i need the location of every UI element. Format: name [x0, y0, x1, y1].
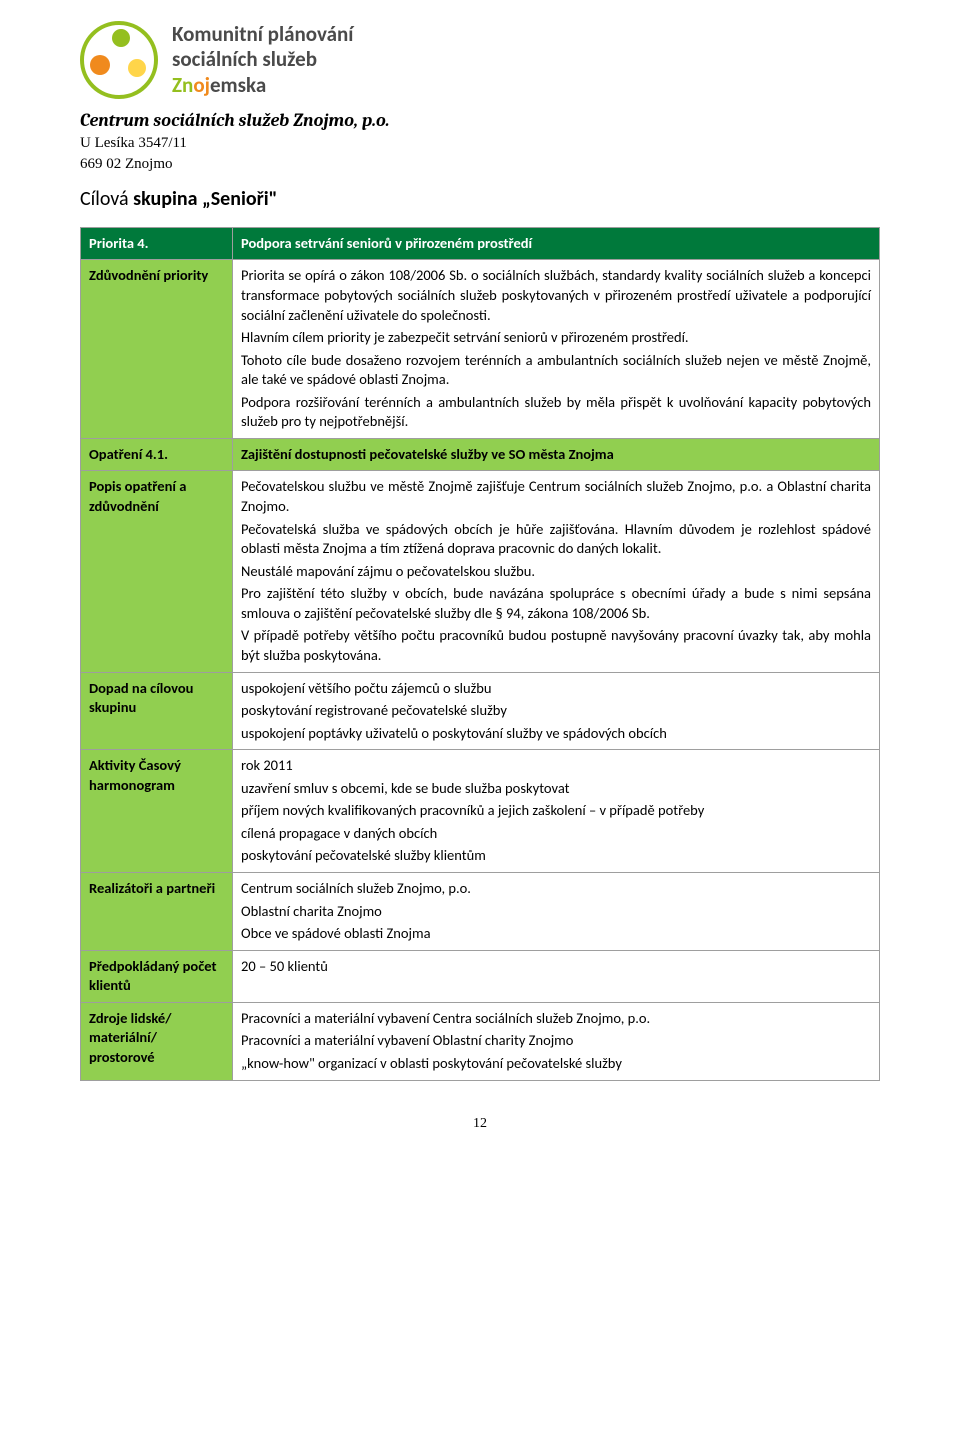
zduvodneni-label: Zdůvodnění priority: [81, 260, 233, 439]
table-row: Priorita 4. Podpora setrvání seniorů v p…: [81, 227, 880, 260]
zdroje-content: Pracovníci a materiální vybavení Centra …: [233, 1002, 880, 1080]
plan-table: Priorita 4. Podpora setrvání seniorů v p…: [80, 227, 880, 1081]
header-line-3: Znojemska: [172, 71, 353, 99]
page-number: 12: [80, 1115, 880, 1134]
address-line-1: U Lesíka 3547/11: [80, 133, 880, 153]
table-row: Zdůvodnění priority Priorita se opírá o …: [81, 260, 880, 439]
opatreni-label: Opatření 4.1.: [81, 438, 233, 471]
popis-content: Pečovatelskou službu ve městě Znojmě zaj…: [233, 471, 880, 672]
table-row: Opatření 4.1. Zajištění dostupnosti pečo…: [81, 438, 880, 471]
priorita-value: Podpora setrvání seniorů v přirozeném pr…: [233, 227, 880, 260]
document-header: Komunitní plánování sociálních služeb Zn…: [80, 20, 880, 99]
aktivity-content: rok 2011 uzavření smluv s obcemi, kde se…: [233, 750, 880, 873]
table-row: Dopad na cílovou skupinu uspokojení větš…: [81, 672, 880, 750]
logo-icon: [80, 21, 158, 99]
address-line-2: 669 02 Znojmo: [80, 154, 880, 174]
header-line-1: Komunitní plánování: [172, 20, 353, 48]
header-text-block: Komunitní plánování sociálních služeb Zn…: [172, 20, 353, 99]
zduvodneni-content: Priorita se opírá o zákon 108/2006 Sb. o…: [233, 260, 880, 439]
table-row: Popis opatření a zdůvodnění Pečovatelsko…: [81, 471, 880, 672]
popis-label: Popis opatření a zdůvodnění: [81, 471, 233, 672]
table-row: Aktivity Časový harmonogram rok 2011 uza…: [81, 750, 880, 873]
table-row: Předpokládaný počet klientů 20 – 50 klie…: [81, 950, 880, 1002]
realiz-content: Centrum sociálních služeb Znojmo, p.o. O…: [233, 873, 880, 951]
aktivity-label: Aktivity Časový harmonogram: [81, 750, 233, 873]
predp-label: Předpokládaný počet klientů: [81, 950, 233, 1002]
dopad-label: Dopad na cílovou skupinu: [81, 672, 233, 750]
table-row: Zdroje lidské/ materiální/ prostorové Pr…: [81, 1002, 880, 1080]
opatreni-value: Zajištění dostupnosti pečovatelské služb…: [233, 438, 880, 471]
priorita-label: Priorita 4.: [81, 227, 233, 260]
dopad-content: uspokojení většího počtu zájemců o služb…: [233, 672, 880, 750]
organization-name: Centrum sociálních služeb Znojmo, p.o.: [80, 109, 880, 133]
predp-value: 20 – 50 klientů: [233, 950, 880, 1002]
zdroje-label: Zdroje lidské/ materiální/ prostorové: [81, 1002, 233, 1080]
realiz-label: Realizátoři a partneři: [81, 873, 233, 951]
section-title: Cílová skupina „Senioři": [80, 186, 880, 213]
table-row: Realizátoři a partneři Centrum sociálníc…: [81, 873, 880, 951]
header-line-2: sociálních služeb: [172, 45, 353, 73]
